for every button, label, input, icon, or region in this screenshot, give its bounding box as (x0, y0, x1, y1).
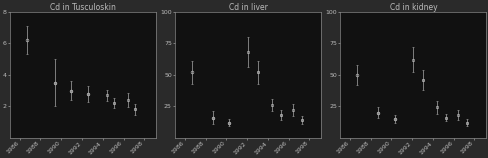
Title: Cd in kidney: Cd in kidney (389, 3, 436, 12)
Title: Cd in liver: Cd in liver (228, 3, 267, 12)
Title: Cd in Tusculoskin: Cd in Tusculoskin (50, 3, 116, 12)
